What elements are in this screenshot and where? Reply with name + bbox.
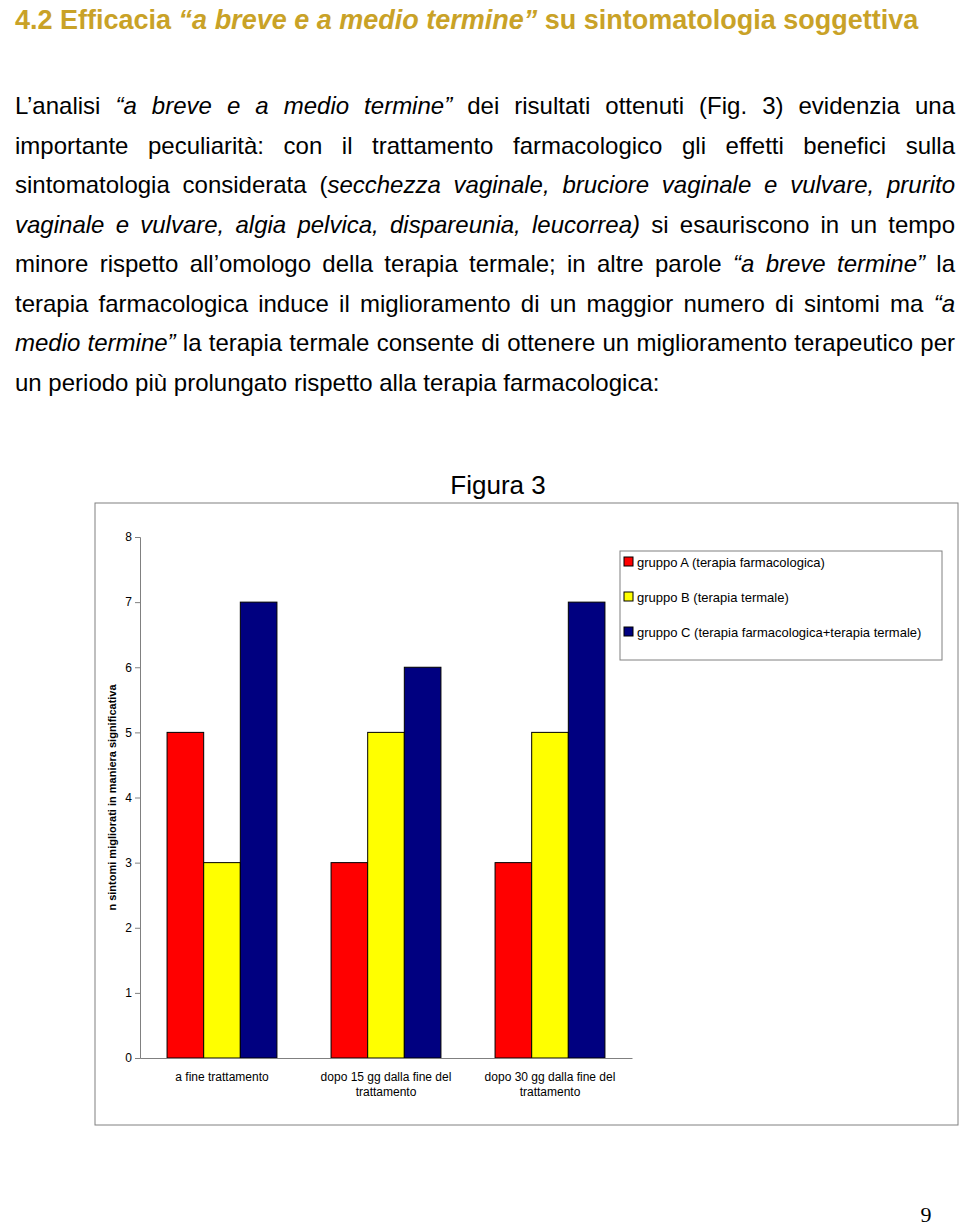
tick-label: 3 bbox=[125, 856, 132, 870]
bar bbox=[404, 667, 441, 1058]
legend-swatch bbox=[624, 557, 633, 566]
tick-label: dopo 15 gg dalla fine deltrattamento bbox=[321, 1070, 452, 1100]
legend-swatch bbox=[624, 592, 633, 601]
bar bbox=[331, 863, 368, 1058]
tick-label: dopo 30 gg dalla fine deltrattamento bbox=[485, 1070, 616, 1100]
tick-mark bbox=[135, 1058, 140, 1059]
axis-line bbox=[141, 1058, 633, 1059]
tick: dopo 30 gg dalla fine deltrattamento bbox=[485, 1058, 616, 1099]
bar bbox=[167, 732, 204, 1058]
legend-label: gruppo C (terapia farmacologica+terapia … bbox=[637, 625, 921, 640]
tick-label: 0 bbox=[125, 1051, 132, 1065]
tick-mark bbox=[135, 993, 140, 994]
chart-frame bbox=[95, 503, 958, 1125]
legend-swatch bbox=[624, 627, 633, 636]
text-run: 4.2 Efficacia bbox=[15, 5, 179, 35]
tick-label: 6 bbox=[125, 661, 132, 675]
bar bbox=[204, 863, 241, 1058]
tick: 0 bbox=[125, 1051, 140, 1065]
bar bbox=[568, 602, 605, 1058]
tick-mark bbox=[135, 537, 140, 538]
text-run: L’analisi bbox=[15, 92, 115, 119]
bar bbox=[532, 732, 569, 1058]
tick-label: 4 bbox=[125, 791, 132, 805]
tick: 1 bbox=[125, 986, 140, 1000]
bar bbox=[495, 863, 532, 1058]
x-axis: a fine trattamento dopo 15 gg dalla fine … bbox=[141, 1058, 633, 1099]
figure-title: Figura 3 bbox=[450, 470, 545, 500]
tick-label: 7 bbox=[125, 595, 132, 609]
page-number: 9 bbox=[921, 1202, 932, 1223]
legend-label: gruppo A (terapia farmacologica) bbox=[637, 555, 825, 570]
bars bbox=[167, 602, 605, 1058]
tick-label: 8 bbox=[125, 530, 132, 544]
tick: 7 bbox=[125, 595, 140, 609]
tick: 6 bbox=[125, 661, 140, 675]
heading: 4.2 Efficacia “a breve e a medio termine… bbox=[15, 0, 950, 40]
tick-mark bbox=[135, 863, 140, 864]
tick-label: 1 bbox=[125, 986, 132, 1000]
bar bbox=[240, 602, 277, 1058]
legend: gruppo A (terapia farmacologica) gruppo B… bbox=[620, 551, 942, 660]
tick: dopo 15 gg dalla fine deltrattamento bbox=[321, 1058, 452, 1099]
tick-mark bbox=[135, 667, 140, 668]
text-run: “a breve e a medio termine” bbox=[115, 92, 452, 119]
paragraph: L’analisi “a breve e a medio termine” de… bbox=[15, 86, 955, 402]
axis-line bbox=[135, 538, 141, 1059]
tick: 8 bbox=[125, 530, 140, 544]
text-run: “a breve e a medio termine” bbox=[179, 5, 538, 35]
tick: 3 bbox=[125, 856, 140, 870]
legend-box bbox=[620, 551, 942, 660]
tick-mark bbox=[135, 602, 140, 603]
tick: 5 bbox=[125, 726, 140, 740]
bar bbox=[368, 732, 405, 1058]
tick: 2 bbox=[125, 921, 140, 935]
tick: 4 bbox=[125, 791, 140, 805]
tick-mark bbox=[135, 798, 140, 799]
tick-label: 2 bbox=[125, 921, 132, 935]
tick-mark bbox=[135, 928, 140, 929]
y-axis-title: n sintomi migliorati in maniera signific… bbox=[106, 684, 118, 911]
legend-label: gruppo B (terapia termale) bbox=[637, 590, 789, 605]
page: Figura 3 0 1 2 3 4 5 6 7 8 a fine trattamento dopo … bbox=[0, 0, 960, 1223]
tick-mark bbox=[135, 732, 140, 733]
tick-label: 5 bbox=[125, 726, 132, 740]
text-run: “a breve termine” bbox=[733, 250, 925, 277]
y-axis: 0 1 2 3 4 5 6 7 8 bbox=[125, 530, 140, 1065]
tick-label: a fine trattamento bbox=[175, 1070, 269, 1084]
text-run: su sintomatologia soggettiva bbox=[537, 5, 918, 35]
tick: a fine trattamento bbox=[175, 1058, 269, 1084]
